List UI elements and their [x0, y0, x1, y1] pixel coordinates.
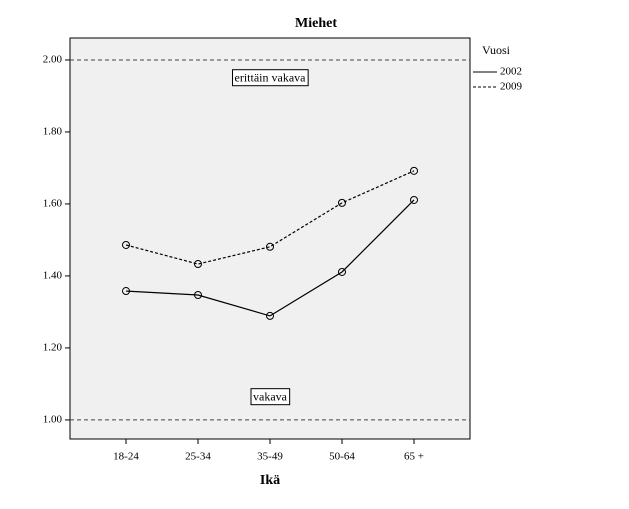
chart-title: Miehet: [295, 16, 337, 31]
legend-title: Vuosi: [482, 43, 511, 57]
point: [122, 287, 130, 296]
y-tick-label: 1.40: [43, 269, 63, 281]
x-axis-label: Ikä: [260, 473, 280, 488]
series-line: [125, 199, 415, 317]
x-tick-label: 65 +: [404, 451, 424, 463]
y-tick-label: 2.00: [43, 53, 63, 65]
x-tick-label: 18-24: [113, 451, 139, 463]
point: [410, 195, 418, 204]
legend-label: 2009: [500, 81, 523, 93]
legend-label: 2002: [500, 66, 522, 78]
point: [122, 240, 130, 249]
y-tick-label: 1.00: [43, 413, 63, 425]
point: [338, 198, 346, 207]
y-tick-label: 1.60: [43, 197, 63, 209]
x-tick-label: 50-64: [329, 451, 355, 463]
plot-area: [69, 37, 471, 440]
annotation-box: [250, 388, 291, 406]
y-tick-label: 1.80: [43, 125, 63, 137]
point: [410, 166, 418, 175]
point: [194, 260, 202, 269]
point: [194, 291, 202, 300]
x-tick-label: 35-49: [257, 451, 283, 463]
annotation: erittäin vakava: [235, 71, 307, 85]
point: [266, 311, 274, 320]
annotation-box: [232, 69, 309, 87]
annotation: vakava: [253, 390, 288, 404]
point: [338, 267, 346, 276]
point: [266, 242, 274, 251]
x-tick-label: 25-34: [185, 451, 211, 463]
y-tick-label: 1.20: [43, 341, 63, 353]
